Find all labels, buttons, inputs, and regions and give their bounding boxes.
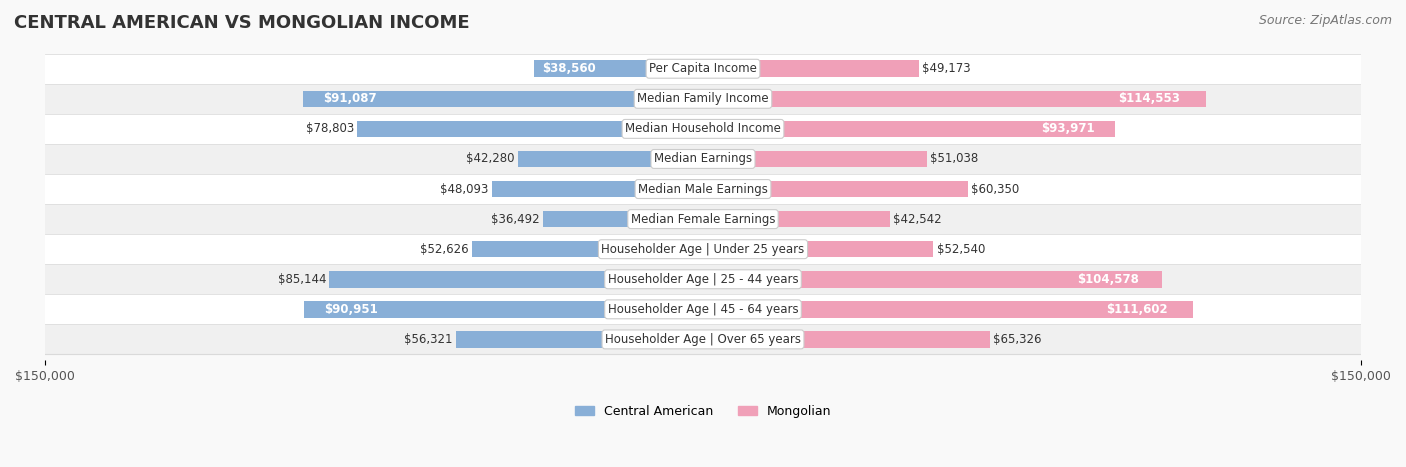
Bar bbox=[703, 241, 934, 257]
Bar bbox=[45, 84, 1361, 114]
Text: Median Male Earnings: Median Male Earnings bbox=[638, 183, 768, 196]
Bar bbox=[329, 271, 703, 288]
Text: Median Female Earnings: Median Female Earnings bbox=[631, 212, 775, 226]
Bar bbox=[703, 181, 967, 198]
Bar bbox=[703, 120, 1115, 137]
Bar bbox=[357, 120, 703, 137]
Bar bbox=[703, 331, 990, 347]
Bar bbox=[45, 325, 1361, 354]
Text: $85,144: $85,144 bbox=[277, 273, 326, 286]
Text: Householder Age | Under 25 years: Householder Age | Under 25 years bbox=[602, 243, 804, 256]
Bar bbox=[517, 151, 703, 167]
Bar bbox=[304, 91, 703, 107]
Bar bbox=[45, 294, 1361, 325]
Text: Per Capita Income: Per Capita Income bbox=[650, 62, 756, 75]
Text: $90,951: $90,951 bbox=[323, 303, 378, 316]
Text: Householder Age | 45 - 64 years: Householder Age | 45 - 64 years bbox=[607, 303, 799, 316]
Text: $42,280: $42,280 bbox=[465, 152, 515, 165]
Text: Median Earnings: Median Earnings bbox=[654, 152, 752, 165]
Bar bbox=[45, 54, 1361, 84]
Text: $93,971: $93,971 bbox=[1040, 122, 1095, 135]
Text: $56,321: $56,321 bbox=[404, 333, 453, 346]
Bar bbox=[45, 174, 1361, 204]
Text: $91,087: $91,087 bbox=[323, 92, 377, 106]
Text: $111,602: $111,602 bbox=[1107, 303, 1168, 316]
Text: Median Household Income: Median Household Income bbox=[626, 122, 780, 135]
Bar bbox=[492, 181, 703, 198]
Text: $52,626: $52,626 bbox=[420, 243, 468, 256]
Text: $60,350: $60,350 bbox=[972, 183, 1019, 196]
Text: $38,560: $38,560 bbox=[543, 62, 596, 75]
Text: $65,326: $65,326 bbox=[993, 333, 1042, 346]
Text: $36,492: $36,492 bbox=[491, 212, 540, 226]
Bar bbox=[45, 204, 1361, 234]
Bar bbox=[45, 114, 1361, 144]
Text: $42,542: $42,542 bbox=[893, 212, 942, 226]
Text: Householder Age | 25 - 44 years: Householder Age | 25 - 44 years bbox=[607, 273, 799, 286]
Text: Source: ZipAtlas.com: Source: ZipAtlas.com bbox=[1258, 14, 1392, 27]
Bar bbox=[45, 144, 1361, 174]
Text: Householder Age | Over 65 years: Householder Age | Over 65 years bbox=[605, 333, 801, 346]
Text: $104,578: $104,578 bbox=[1077, 273, 1139, 286]
Bar bbox=[703, 60, 918, 77]
Bar bbox=[703, 271, 1161, 288]
Bar bbox=[45, 234, 1361, 264]
Bar bbox=[534, 60, 703, 77]
Bar bbox=[456, 331, 703, 347]
Text: $52,540: $52,540 bbox=[936, 243, 986, 256]
Bar bbox=[472, 241, 703, 257]
Text: CENTRAL AMERICAN VS MONGOLIAN INCOME: CENTRAL AMERICAN VS MONGOLIAN INCOME bbox=[14, 14, 470, 32]
Bar bbox=[543, 211, 703, 227]
Text: $78,803: $78,803 bbox=[305, 122, 354, 135]
Bar bbox=[304, 301, 703, 318]
Text: Median Family Income: Median Family Income bbox=[637, 92, 769, 106]
Text: $49,173: $49,173 bbox=[922, 62, 970, 75]
Bar bbox=[703, 151, 927, 167]
Bar bbox=[703, 91, 1205, 107]
Legend: Central American, Mongolian: Central American, Mongolian bbox=[569, 400, 837, 423]
Text: $114,553: $114,553 bbox=[1119, 92, 1181, 106]
Bar bbox=[703, 301, 1192, 318]
Bar bbox=[45, 264, 1361, 294]
Text: $48,093: $48,093 bbox=[440, 183, 489, 196]
Text: $51,038: $51,038 bbox=[931, 152, 979, 165]
Bar bbox=[703, 211, 890, 227]
